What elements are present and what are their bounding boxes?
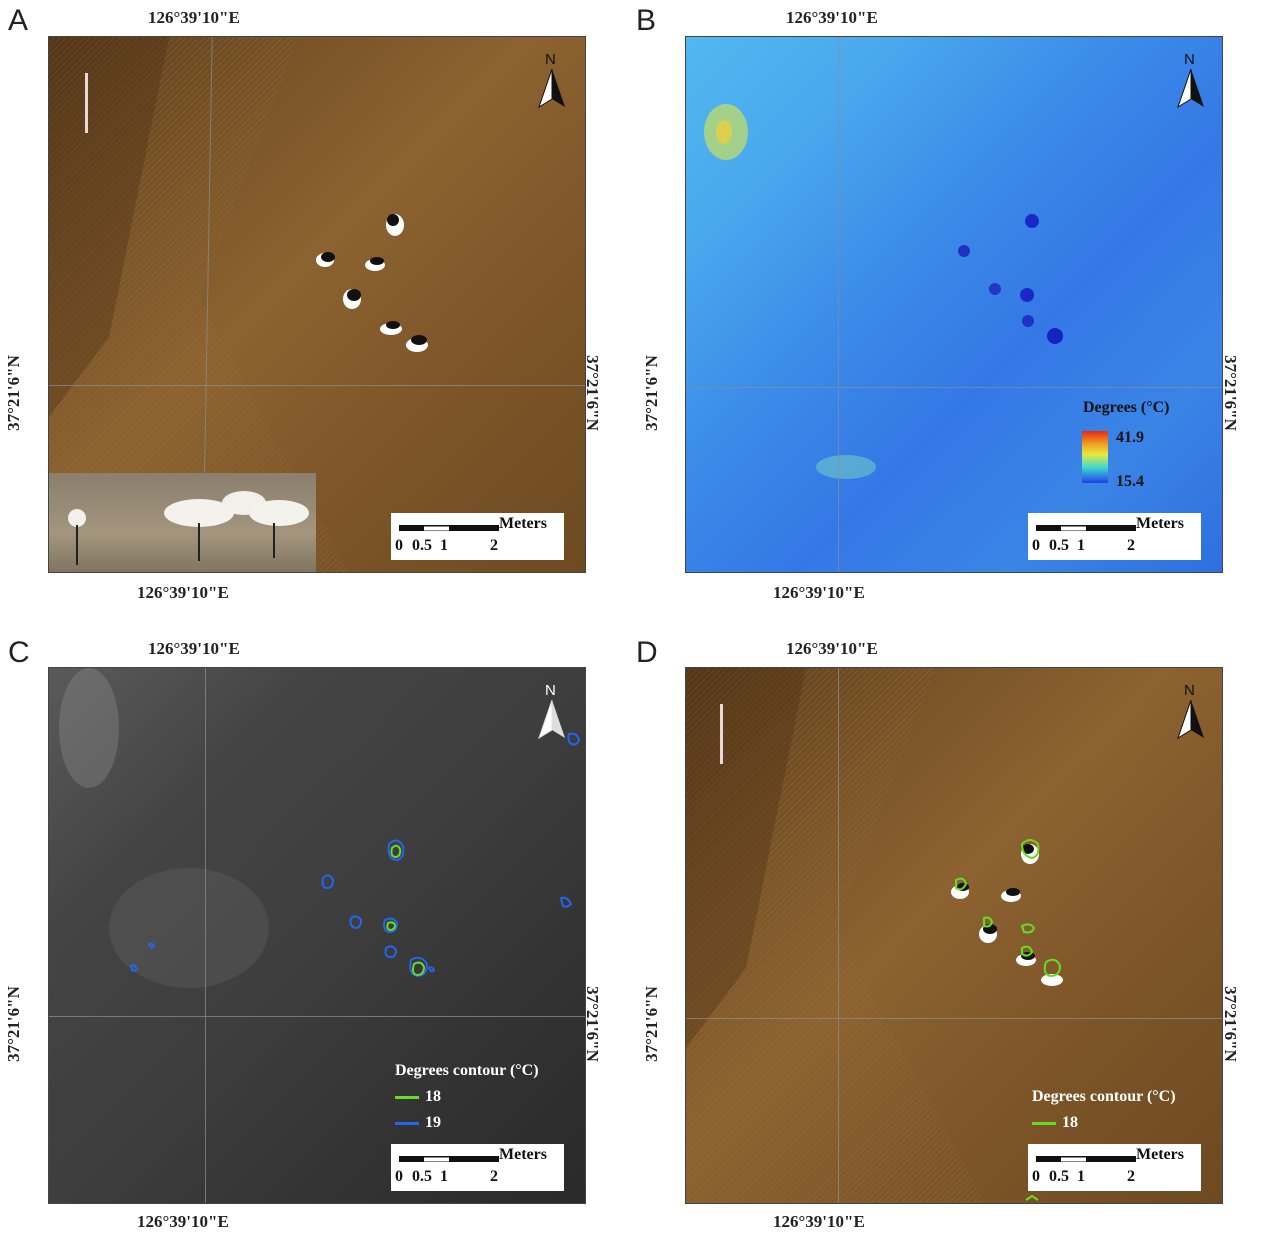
grayscale-texture	[59, 668, 269, 988]
scale-bar-b: Meters 0 0.5 1 2	[1028, 513, 1201, 560]
scale-units: Meters	[1136, 1146, 1184, 1163]
scale-tick-2: 2	[490, 1168, 498, 1185]
scale-tick-1: 1	[440, 537, 448, 554]
temperature-max-label: 41.9	[1116, 429, 1144, 446]
contour-legend-item-19: 19	[395, 1114, 441, 1132]
scale-bar-a: Meters 0 0.5 1 2	[391, 513, 564, 560]
temperature-legend-title: Degrees (°C)	[1083, 399, 1170, 416]
map-panel-b: N Degrees (°C) 41.9 15.4 Meters 0 0.5 1 …	[685, 36, 1223, 573]
scale-tick-0-5: 0.5	[1049, 537, 1069, 554]
scale-tick-2: 2	[490, 537, 498, 554]
scale-tick-1: 1	[440, 1168, 448, 1185]
scale-tick-0: 0	[395, 1168, 403, 1185]
scale-tick-0-5: 0.5	[1049, 1168, 1069, 1185]
scale-bar-c: Meters 0 0.5 1 2	[391, 1144, 564, 1191]
scale-tick-2: 2	[1127, 1168, 1135, 1185]
north-arrow-icon	[1177, 69, 1204, 109]
scale-bar-graphic	[1036, 525, 1136, 531]
temperature-color-ramp	[1082, 431, 1108, 483]
temperature-contours	[129, 732, 581, 978]
contour-label: 18	[1062, 1114, 1078, 1131]
scale-units: Meters	[499, 515, 547, 532]
scale-tick-0: 0	[395, 537, 403, 554]
north-arrow-icon	[538, 69, 565, 109]
contour-legend-title: Degrees contour (°C)	[395, 1062, 539, 1079]
top-longitude-d: 126°39'10"E	[786, 639, 878, 658]
inset-photo-spoonbills	[49, 473, 316, 572]
north-label: N	[1184, 682, 1195, 699]
spoonbill-silhouettes	[68, 491, 309, 565]
contour-label: 19	[425, 1114, 441, 1131]
bottom-longitude-b: 126°39'10"E	[773, 583, 865, 602]
scale-bar-d: Meters 0 0.5 1 2	[1028, 1144, 1201, 1191]
scale-units: Meters	[499, 1146, 547, 1163]
bottom-longitude-d: 126°39'10"E	[773, 1212, 865, 1231]
survey-pole	[720, 704, 723, 764]
top-longitude-a: 126°39'10"E	[148, 8, 240, 27]
spoonbill-birds	[316, 214, 428, 352]
grid-line-vertical	[205, 668, 206, 1203]
thermal-texture	[704, 104, 1063, 479]
north-arrow-icon	[1177, 700, 1204, 740]
contour-legend-item-18: 18	[395, 1088, 441, 1106]
grid-line-horizontal	[686, 1018, 1222, 1019]
scale-tick-2: 2	[1127, 537, 1135, 554]
scale-tick-1: 1	[1077, 537, 1085, 554]
grid-line-vertical	[838, 668, 839, 1203]
bottom-longitude-c: 126°39'10"E	[137, 1212, 229, 1231]
panel-label-b: B	[636, 4, 657, 37]
contour-swatch-green	[1032, 1121, 1056, 1125]
north-arrow-icon	[538, 700, 565, 740]
scale-tick-0: 0	[1032, 1168, 1040, 1185]
contour-swatch-green	[395, 1095, 419, 1099]
top-longitude-b: 126°39'10"E	[786, 8, 878, 27]
aerial-texture	[686, 668, 985, 1203]
contour-legend-item-18: 18	[1032, 1114, 1078, 1132]
contour-legend-title: Degrees contour (°C)	[1032, 1088, 1176, 1105]
grid-line-horizontal	[686, 387, 1222, 388]
panel-label-c: C	[8, 636, 30, 669]
north-label: N	[545, 682, 556, 699]
scale-units: Meters	[1136, 515, 1184, 532]
contour-label: 18	[425, 1088, 441, 1105]
map-panel-c: N Degrees contour (°C) 18 19 Meters 0 0.…	[48, 667, 586, 1204]
map-panel-a: N Meters 0 0.5 1 2	[48, 36, 586, 573]
left-latitude-b: 37°21'6"N	[641, 355, 661, 431]
scale-bar-graphic	[399, 525, 499, 531]
grid-line-horizontal	[49, 1016, 585, 1017]
contour-swatch-blue	[395, 1121, 419, 1125]
panel-label-d: D	[636, 636, 658, 669]
scale-tick-0-5: 0.5	[412, 1168, 432, 1185]
bottom-longitude-a: 126°39'10"E	[137, 583, 229, 602]
map-panel-d: N Degrees contour (°C) 18 Meters 0 0.5 1…	[685, 667, 1223, 1204]
scale-bar-graphic	[399, 1156, 499, 1162]
panel-label-a: A	[8, 4, 29, 37]
aerial-texture	[49, 37, 348, 572]
grid-line-horizontal	[49, 385, 585, 386]
north-arrow-c: N	[537, 682, 567, 740]
scale-tick-0-5: 0.5	[412, 537, 432, 554]
north-label: N	[1184, 51, 1195, 68]
north-arrow-a: N	[537, 51, 567, 109]
scale-bar-graphic	[1036, 1156, 1136, 1162]
grid-line-vertical	[838, 37, 839, 572]
north-arrow-d: N	[1176, 682, 1206, 740]
top-longitude-c: 126°39'10"E	[148, 639, 240, 658]
scale-tick-0: 0	[1032, 537, 1040, 554]
left-latitude-a: 37°21'6"N	[3, 355, 23, 431]
left-latitude-d: 37°21'6"N	[641, 986, 661, 1062]
north-arrow-b: N	[1176, 51, 1206, 109]
survey-pole	[85, 73, 88, 133]
north-label: N	[545, 51, 556, 68]
temperature-min-label: 15.4	[1116, 473, 1144, 490]
left-latitude-c: 37°21'6"N	[3, 986, 23, 1062]
spoonbill-birds-with-contours	[951, 839, 1063, 1201]
scale-tick-1: 1	[1077, 1168, 1085, 1185]
